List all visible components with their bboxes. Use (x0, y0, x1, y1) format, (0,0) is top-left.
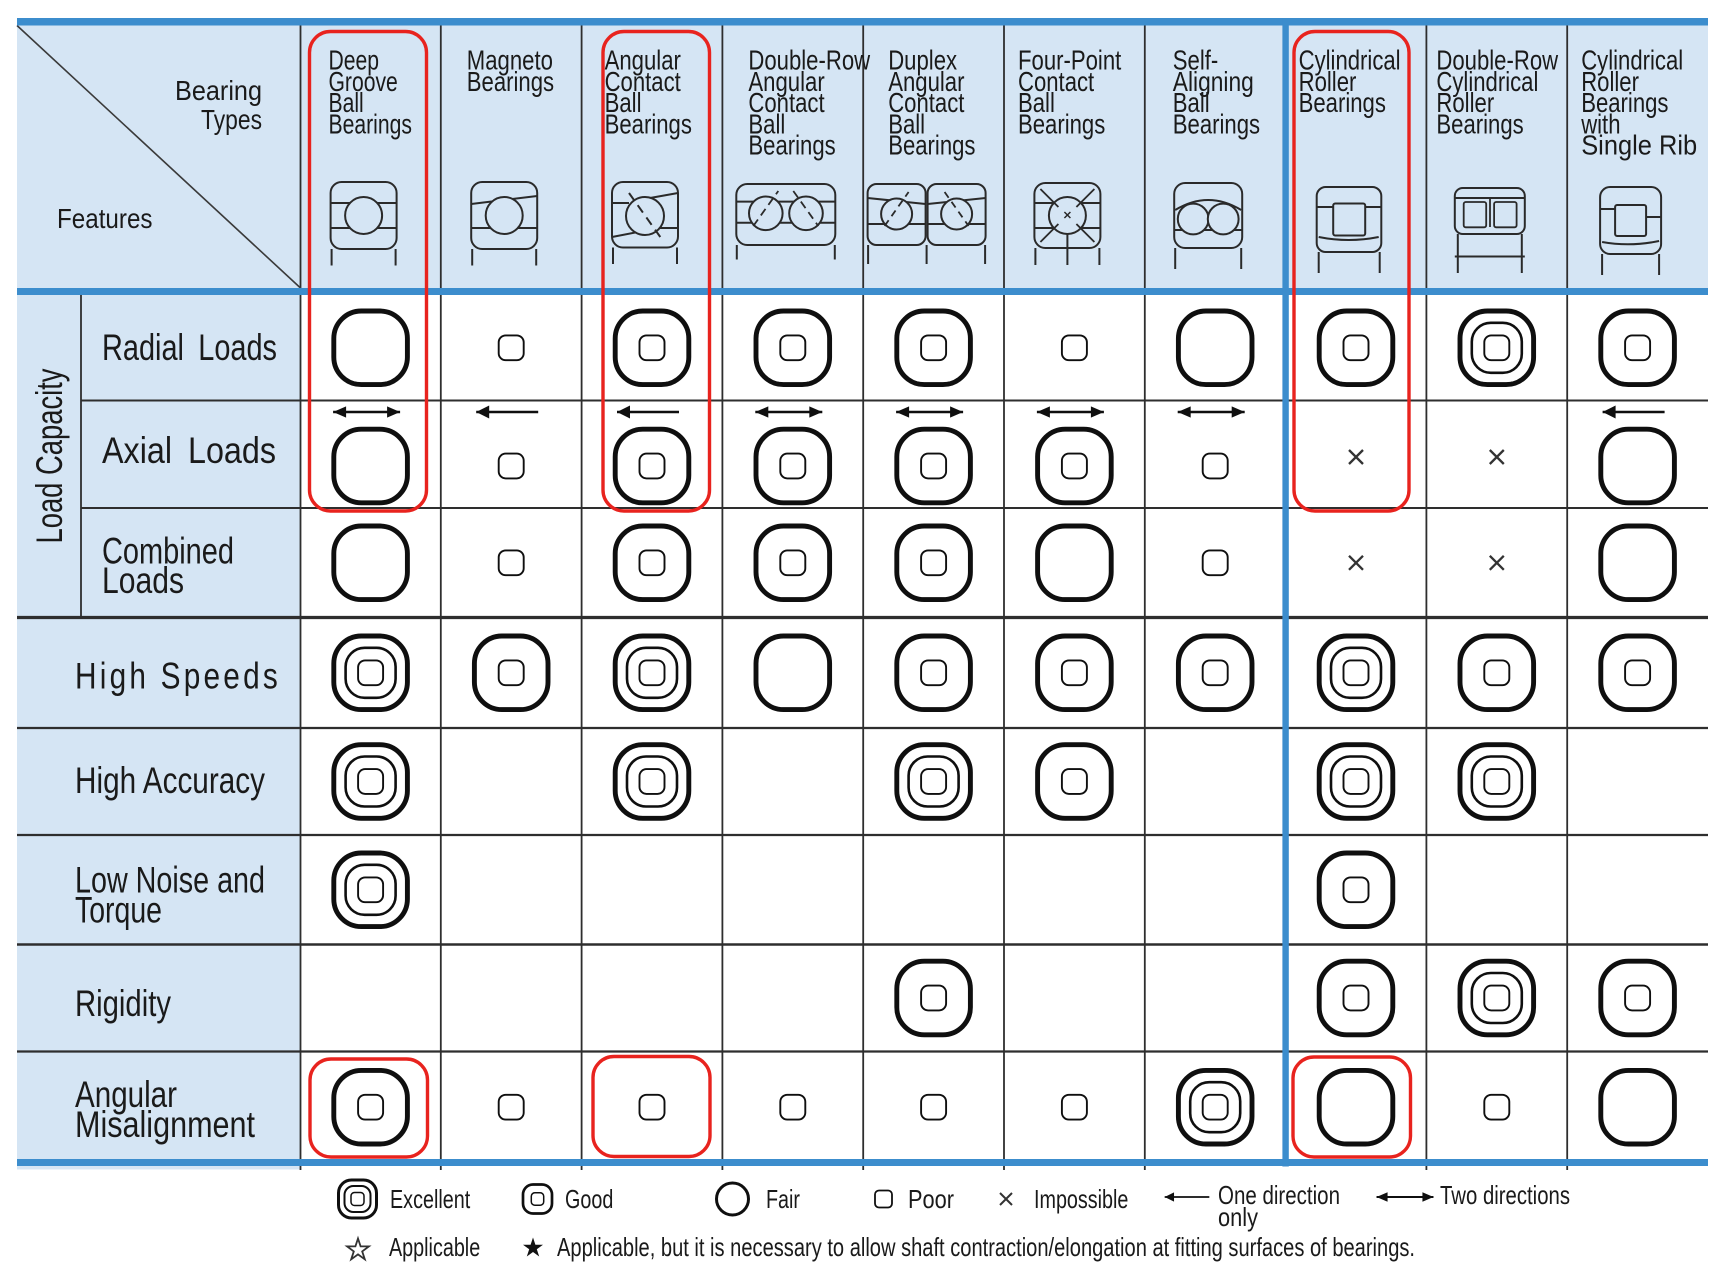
svg-text:Bearings: Bearings (1299, 87, 1386, 118)
svg-text:Bearings: Bearings (1018, 108, 1105, 139)
svg-text:Cylindrical: Cylindrical (1581, 45, 1683, 76)
svg-text:Bearings: Bearings (888, 130, 975, 161)
svg-text:Duplex: Duplex (888, 45, 957, 76)
svg-text:High Accuracy: High Accuracy (75, 760, 265, 801)
svg-text:Axial Loads: Axial Loads (102, 430, 276, 471)
svg-text:Ball: Ball (1173, 87, 1210, 118)
svg-text:Loads: Loads (102, 560, 184, 601)
svg-text:Low Noise and: Low Noise and (75, 860, 265, 901)
svg-text:Poor: Poor (908, 1184, 954, 1214)
svg-text:Single Rib: Single Rib (1581, 130, 1697, 161)
svg-text:Roller: Roller (1299, 66, 1357, 97)
svg-text:Radial Loads: Radial Loads (102, 327, 277, 368)
svg-text:One direction: One direction (1218, 1180, 1340, 1210)
svg-text:Excellent: Excellent (390, 1184, 471, 1214)
svg-text:Ball: Ball (1018, 87, 1055, 118)
svg-text:Contact: Contact (605, 66, 681, 97)
svg-text:Bearing: Bearing (175, 75, 262, 106)
svg-text:Ball: Ball (888, 108, 925, 139)
svg-text:Groove: Groove (329, 66, 398, 97)
svg-text:Contact: Contact (1018, 66, 1094, 97)
svg-text:Misalignment: Misalignment (75, 1104, 256, 1145)
svg-text:Self-: Self- (1173, 45, 1219, 76)
svg-text:Cylindrical: Cylindrical (1436, 66, 1538, 97)
svg-text:Features: Features (57, 203, 153, 234)
svg-text:Ball: Ball (605, 87, 642, 118)
svg-text:Bearings: Bearings (1436, 108, 1523, 139)
svg-text:Magneto: Magneto (467, 45, 553, 76)
svg-text:Bearings: Bearings (1581, 87, 1668, 118)
svg-text:Bearings: Bearings (605, 108, 692, 139)
svg-text:Ball: Ball (329, 87, 364, 118)
svg-text:Angular: Angular (748, 66, 824, 97)
svg-text:Good: Good (565, 1184, 613, 1214)
svg-text:Torque: Torque (75, 890, 162, 931)
svg-text:Roller: Roller (1436, 87, 1494, 118)
svg-text:Load Capacity: Load Capacity (29, 368, 70, 543)
svg-text:Double-Row: Double-Row (748, 45, 870, 76)
svg-text:Double-Row: Double-Row (1436, 45, 1558, 76)
svg-text:Rigidity: Rigidity (75, 983, 171, 1024)
svg-text:Fair: Fair (766, 1184, 800, 1214)
svg-text:Contact: Contact (748, 87, 824, 118)
svg-text:High Speeds: High Speeds (75, 656, 281, 697)
svg-text:Angular: Angular (888, 66, 964, 97)
svg-text:Combined: Combined (102, 530, 234, 571)
svg-text:Angular: Angular (605, 45, 681, 76)
svg-text:Contact: Contact (888, 87, 964, 118)
svg-text:Aligning: Aligning (1173, 66, 1254, 97)
svg-text:Two directions: Two directions (1440, 1180, 1570, 1210)
svg-text:Bearings: Bearings (329, 108, 413, 139)
svg-text:Applicable: Applicable (389, 1232, 480, 1262)
svg-text:Four-Point: Four-Point (1018, 45, 1121, 76)
svg-text:Impossible: Impossible (1034, 1184, 1128, 1214)
svg-text:Deep: Deep (329, 45, 380, 76)
svg-text:Roller: Roller (1581, 66, 1639, 97)
svg-text:Bearings: Bearings (748, 130, 835, 161)
svg-text:with: with (1580, 108, 1620, 139)
svg-text:Bearings: Bearings (1173, 108, 1260, 139)
svg-text:only: only (1218, 1202, 1258, 1232)
svg-text:Cylindrical: Cylindrical (1299, 45, 1401, 76)
svg-text:Types: Types (201, 104, 262, 135)
svg-text:Angular: Angular (75, 1074, 177, 1115)
svg-text:Bearings: Bearings (467, 66, 554, 97)
svg-text:Applicable, but it is necessar: Applicable, but it is necessary to allow… (557, 1232, 1415, 1262)
svg-text:Ball: Ball (748, 108, 785, 139)
